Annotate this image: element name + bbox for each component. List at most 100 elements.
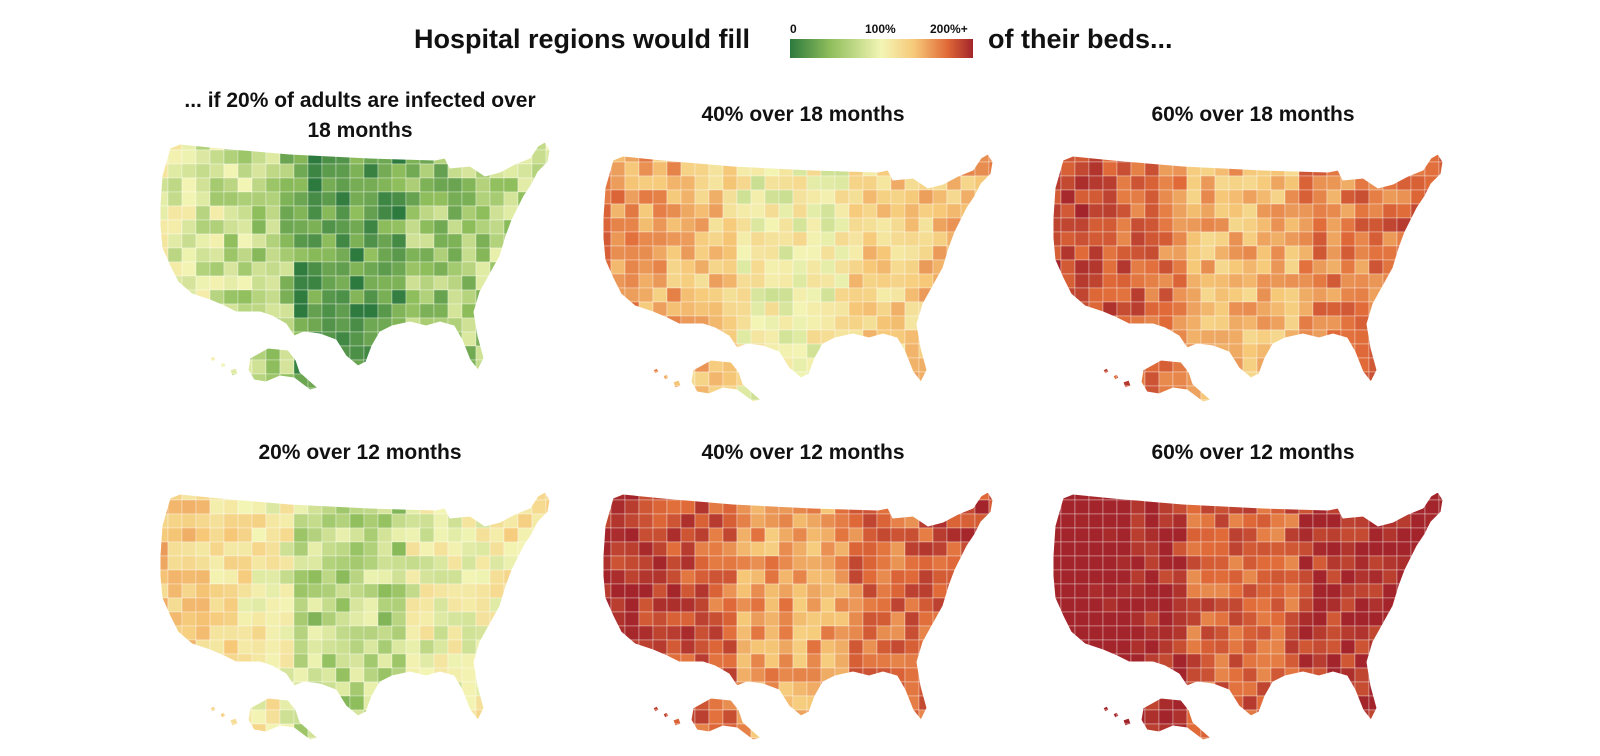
region-cell: [680, 399, 696, 402]
region-cell: [1256, 737, 1272, 740]
region-cell: [1326, 371, 1342, 387]
region-cell: [890, 357, 906, 373]
region-cell: [433, 527, 449, 543]
region-cell: [1424, 245, 1440, 261]
region-cell: [560, 612, 570, 626]
region-cell: [946, 695, 962, 711]
region-cell: [638, 499, 654, 515]
region-cell: [652, 527, 668, 543]
region-cell: [1256, 639, 1272, 655]
region-cell: [848, 681, 864, 697]
region-cell: [1116, 245, 1132, 261]
region-cell: [251, 261, 267, 277]
region-cell: [1256, 492, 1272, 501]
region-cell: [778, 709, 794, 725]
region-cell: [475, 261, 491, 277]
region-cell: [517, 555, 533, 571]
region-cell: [1368, 569, 1384, 585]
region-cell: [806, 385, 822, 401]
region-cell: [1003, 710, 1013, 724]
region-cell: [1102, 555, 1118, 571]
region-cell: [1453, 654, 1463, 668]
region-cell: [792, 329, 808, 345]
region-cell: [1033, 626, 1047, 640]
region-cell: [1088, 541, 1104, 557]
region-cell: [363, 289, 379, 305]
region-cell: [890, 175, 906, 191]
region-cell: [1382, 625, 1398, 641]
region-cell: [1102, 175, 1118, 191]
region-cell: [806, 667, 822, 683]
region-cell: [1256, 653, 1272, 669]
region-cell: [1396, 161, 1412, 177]
region-cell: [433, 317, 449, 333]
region-cell: [960, 723, 976, 739]
region-cell: [1312, 287, 1328, 303]
region-cell: [321, 625, 337, 641]
region-cell: [1102, 273, 1118, 289]
region-cell: [583, 232, 597, 246]
region-cell: [722, 203, 738, 219]
region-cell: [160, 345, 169, 361]
region-cell: [405, 737, 421, 740]
region-cell: [1102, 499, 1118, 515]
region-cell: [610, 513, 626, 529]
region-cell: [377, 513, 393, 529]
region-cell: [363, 499, 379, 515]
region-cell: [890, 541, 906, 557]
region-cell: [321, 583, 337, 599]
region-cell: [722, 597, 738, 613]
region-cell: [1003, 584, 1013, 598]
region-cell: [792, 653, 808, 669]
region-cell: [1256, 527, 1272, 543]
region-cell: [195, 261, 211, 277]
region-cell: [1453, 330, 1463, 344]
region-cell: [1102, 231, 1118, 247]
region-cell: [1003, 162, 1013, 176]
region-cell: [223, 289, 239, 305]
region-cell: [1312, 259, 1328, 275]
region-cell: [1424, 667, 1440, 683]
region-cell: [209, 737, 225, 740]
region-cell: [946, 161, 962, 177]
region-cell: [195, 709, 211, 725]
region-cell: [279, 289, 295, 305]
region-cell: [624, 203, 640, 219]
region-cell: [181, 527, 197, 543]
region-cell: [603, 597, 612, 613]
region-cell: [1088, 273, 1104, 289]
region-cell: [1438, 639, 1443, 655]
region-cell: [974, 667, 990, 683]
region-cell: [363, 177, 379, 193]
region-cell: [736, 492, 752, 501]
region-cell: [1003, 232, 1013, 246]
region-cell: [1003, 528, 1013, 542]
region-cell: [1354, 287, 1370, 303]
region-cell: [603, 154, 612, 163]
region-cell: [1284, 399, 1300, 402]
region-cell: [1102, 357, 1118, 373]
region-cell: [1102, 625, 1118, 641]
region-cell: [848, 737, 864, 740]
region-cell: [624, 329, 640, 345]
region-cell: [904, 154, 920, 163]
region-cell: [1453, 400, 1463, 408]
region-cell: [876, 541, 892, 557]
region-cell: [1200, 709, 1216, 725]
region-cell: [181, 247, 197, 263]
region-cell: [778, 203, 794, 219]
region-cell: [1214, 569, 1230, 585]
region-cell: [209, 499, 225, 515]
region-cell: [1298, 569, 1314, 585]
region-cell: [1158, 569, 1174, 585]
region-cell: [932, 492, 948, 501]
region-cell: [680, 259, 696, 275]
region-cell: [862, 245, 878, 261]
region-cell: [321, 597, 337, 613]
region-cell: [1053, 301, 1062, 317]
region-cell: [1340, 189, 1356, 205]
region-cell: [405, 247, 421, 263]
region-cell: [1424, 343, 1440, 359]
region-cell: [293, 513, 309, 529]
region-cell: [377, 275, 393, 291]
